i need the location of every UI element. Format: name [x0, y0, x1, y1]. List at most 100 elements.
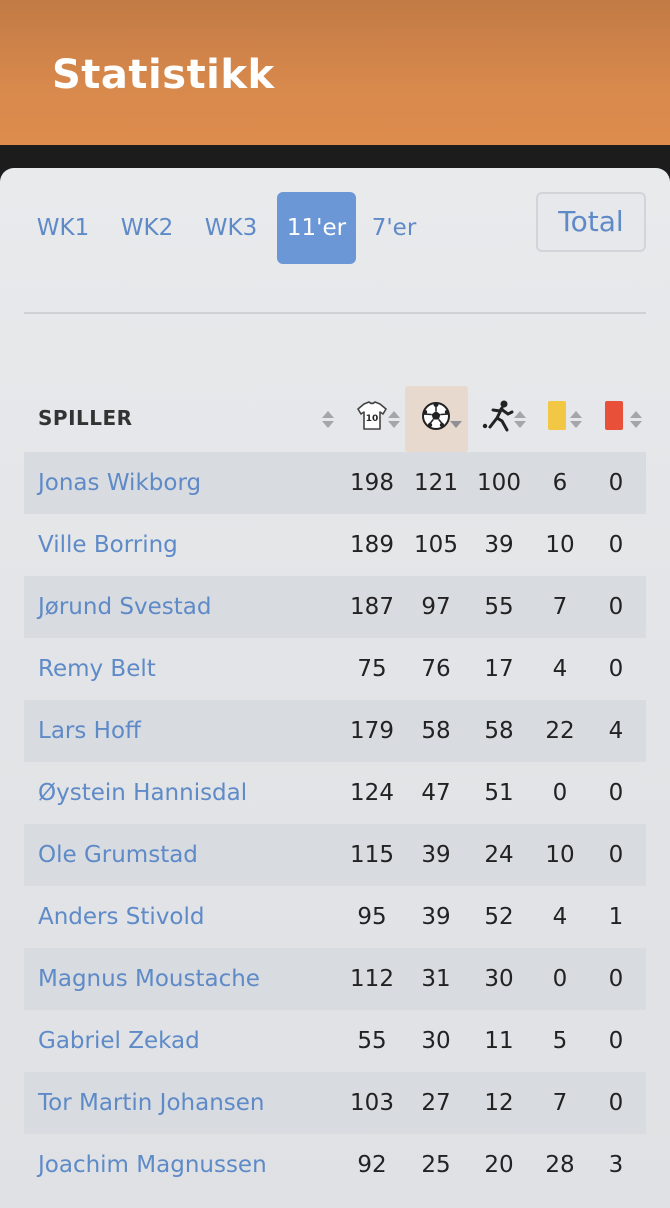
- goals-value: 76: [421, 656, 451, 682]
- tab-wk3[interactable]: WK3: [204, 215, 258, 241]
- red-cards-value: 0: [608, 1090, 624, 1116]
- assists-value: 100: [477, 470, 521, 496]
- player-name-link[interactable]: Magnus Moustache: [38, 966, 260, 992]
- player-name-link[interactable]: Lars Hoff: [38, 718, 141, 744]
- player-stats-table: Jonas Wikborg 198 121 100 6 0 Ville Borr…: [24, 452, 646, 1196]
- stats-card: WK1 WK2 WK3 11'er 7'er Total SPILLER 10: [0, 168, 670, 1208]
- assists-value: 58: [484, 718, 514, 744]
- tab-wk2[interactable]: WK2: [120, 215, 174, 241]
- goals-value: 121: [414, 470, 458, 496]
- matches-value: 92: [357, 1152, 387, 1178]
- sort-yellow-icon[interactable]: [570, 410, 582, 430]
- tab-wk1[interactable]: WK1: [36, 215, 90, 241]
- matches-value: 95: [357, 904, 387, 930]
- svg-text:10: 10: [366, 414, 379, 424]
- goals-value: 39: [421, 842, 451, 868]
- goals-value: 31: [421, 966, 451, 992]
- sort-assists-icon[interactable]: [514, 410, 526, 430]
- table-row: Tor Martin Johansen 103 27 12 7 0: [24, 1072, 646, 1134]
- yellow-cards-value: 28: [545, 1152, 575, 1178]
- table-row: Jørund Svestad 187 97 55 7 0: [24, 576, 646, 638]
- player-name-link[interactable]: Jonas Wikborg: [38, 470, 202, 496]
- assists-value: 24: [484, 842, 514, 868]
- player-name-link[interactable]: Joachim Magnussen: [38, 1152, 267, 1178]
- yellow-cards-value: 6: [552, 470, 568, 496]
- matches-value: 115: [350, 842, 394, 868]
- yellow-cards-value: 10: [545, 532, 575, 558]
- sort-player-icon[interactable]: [322, 410, 334, 430]
- matches-value: 75: [357, 656, 387, 682]
- matches-value: 189: [350, 532, 394, 558]
- goals-value: 30: [421, 1028, 451, 1054]
- goals-value: 27: [421, 1090, 451, 1116]
- player-name-link[interactable]: Ole Grumstad: [38, 842, 198, 868]
- assists-value: 39: [484, 532, 514, 558]
- assists-value: 51: [484, 780, 514, 806]
- matches-value: 55: [357, 1028, 387, 1054]
- matches-value: 103: [350, 1090, 394, 1116]
- total-button[interactable]: Total: [536, 192, 646, 252]
- red-card-icon[interactable]: [596, 396, 636, 436]
- sort-red-icon[interactable]: [630, 410, 642, 430]
- table-row: Anders Stivold 95 39 52 4 1: [24, 886, 646, 948]
- red-cards-value: 0: [608, 594, 624, 620]
- table-row: Lars Hoff 179 58 58 22 4: [24, 700, 646, 762]
- player-name-link[interactable]: Tor Martin Johansen: [38, 1090, 265, 1116]
- red-cards-value: 3: [608, 1152, 624, 1178]
- matches-value: 179: [350, 718, 394, 744]
- table-row: Ole Grumstad 115 39 24 10 0: [24, 824, 646, 886]
- player-name-link[interactable]: Jørund Svestad: [38, 594, 212, 620]
- player-name-link[interactable]: Remy Belt: [38, 656, 156, 682]
- sort-goals-icon[interactable]: [450, 410, 462, 430]
- tab-bar: WK1 WK2 WK3 11'er 7'er Total: [24, 192, 646, 264]
- yellow-cards-value: 0: [552, 966, 568, 992]
- app-header: Statistikk: [0, 0, 670, 145]
- assists-value: 12: [484, 1090, 514, 1116]
- red-cards-value: 0: [608, 842, 624, 868]
- yellow-cards-value: 10: [545, 842, 575, 868]
- player-name-link[interactable]: Ville Borring: [38, 532, 178, 558]
- table-row: Jonas Wikborg 198 121 100 6 0: [24, 452, 646, 514]
- assists-value: 30: [484, 966, 514, 992]
- table-row: Magnus Moustache 112 31 30 0 0: [24, 948, 646, 1010]
- yellow-cards-value: 7: [552, 594, 568, 620]
- red-cards-value: 0: [608, 966, 624, 992]
- red-cards-value: 0: [608, 656, 624, 682]
- player-kick-icon[interactable]: [480, 396, 520, 436]
- yellow-cards-value: 5: [552, 1028, 568, 1054]
- yellow-cards-value: 7: [552, 1090, 568, 1116]
- table-header: SPILLER 10: [24, 386, 646, 452]
- soccer-ball-icon[interactable]: [416, 396, 456, 436]
- yellow-cards-value: 4: [552, 904, 568, 930]
- matches-value: 112: [350, 966, 394, 992]
- red-cards-value: 1: [608, 904, 624, 930]
- yellow-cards-value: 4: [552, 656, 568, 682]
- assists-value: 52: [484, 904, 514, 930]
- goals-value: 47: [421, 780, 451, 806]
- tab-11er[interactable]: 11'er: [277, 192, 356, 264]
- goals-value: 105: [414, 532, 458, 558]
- red-cards-value: 4: [608, 718, 624, 744]
- red-cards-value: 0: [608, 1028, 624, 1054]
- matches-value: 187: [350, 594, 394, 620]
- divider: [24, 312, 646, 314]
- table-row: Ville Borring 189 105 39 10 0: [24, 514, 646, 576]
- assists-value: 17: [484, 656, 514, 682]
- player-name-link[interactable]: Øystein Hannisdal: [38, 780, 248, 806]
- yellow-cards-value: 22: [545, 718, 575, 744]
- sort-jersey-icon[interactable]: [388, 410, 400, 430]
- assists-value: 20: [484, 1152, 514, 1178]
- jersey-10-icon[interactable]: 10: [352, 396, 392, 436]
- red-cards-value: 0: [608, 780, 624, 806]
- table-row: Joachim Magnussen 92 25 20 28 3: [24, 1134, 646, 1196]
- tab-7er[interactable]: 7'er: [371, 215, 417, 241]
- player-column-header[interactable]: SPILLER: [38, 406, 133, 430]
- table-row: Gabriel Zekad 55 30 11 5 0: [24, 1010, 646, 1072]
- player-name-link[interactable]: Anders Stivold: [38, 904, 205, 930]
- assists-value: 55: [484, 594, 514, 620]
- yellow-card-icon[interactable]: [538, 396, 578, 436]
- red-cards-value: 0: [608, 532, 624, 558]
- matches-value: 124: [350, 780, 394, 806]
- player-name-link[interactable]: Gabriel Zekad: [38, 1028, 200, 1054]
- red-cards-value: 0: [608, 470, 624, 496]
